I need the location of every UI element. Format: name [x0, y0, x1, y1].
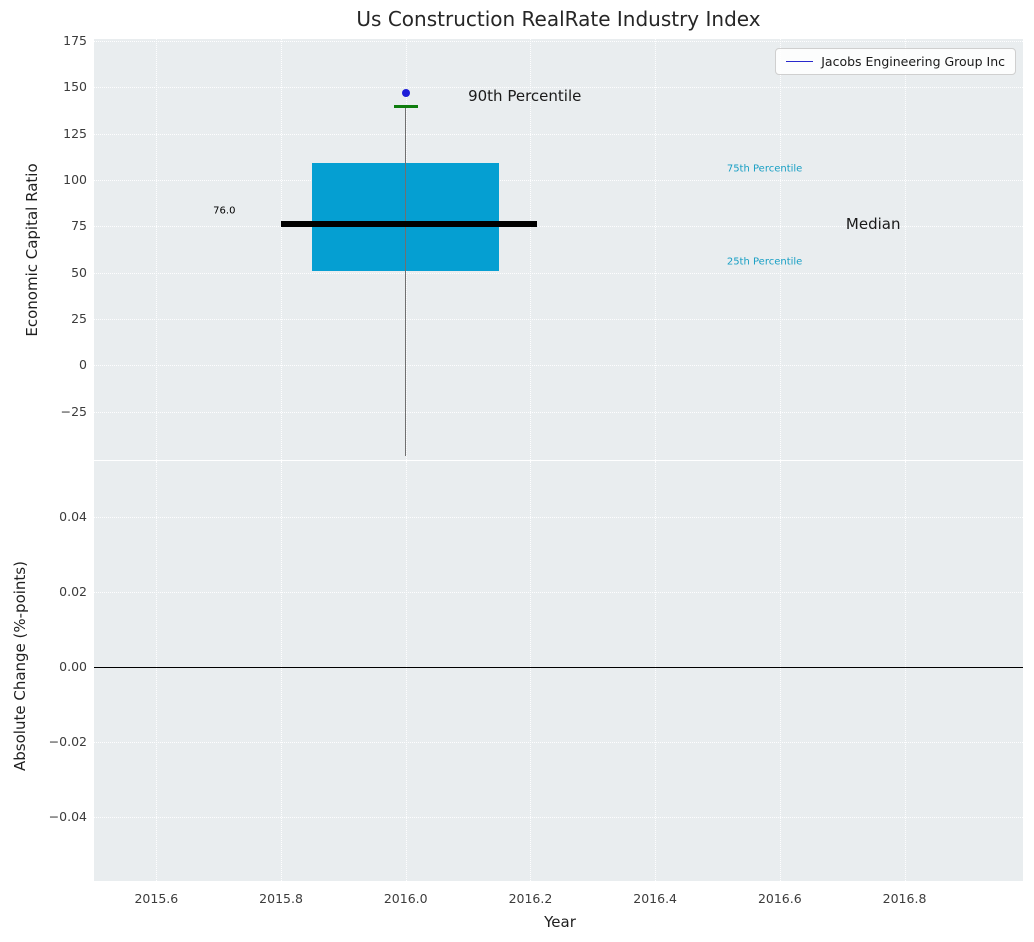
x-tick-label: 2016.8 — [882, 891, 927, 906]
grid-line-horizontal — [94, 592, 1023, 594]
grid-line-horizontal — [94, 742, 1023, 744]
bottom-plot-area — [94, 461, 1023, 881]
box-p90-cap — [393, 104, 418, 108]
grid-line-vertical — [530, 39, 532, 460]
grid-line-vertical — [904, 39, 906, 460]
y-tick-label: −0.04 — [48, 809, 87, 825]
grid-line-horizontal — [94, 40, 1023, 42]
y-tick-label: 0.00 — [59, 659, 87, 675]
grid-line-horizontal — [94, 411, 1023, 413]
y-tick-label: 100 — [63, 171, 87, 187]
grid-line-vertical — [904, 461, 906, 881]
annotation-median: Median — [845, 215, 901, 234]
grid-line-vertical — [156, 461, 158, 881]
x-axis-label: Year — [544, 913, 576, 931]
grid-line-vertical — [779, 461, 781, 881]
y-tick-label: 25 — [71, 311, 87, 327]
y-axis-label-top: Economic Capital Ratio — [23, 163, 41, 337]
grid-line-vertical — [281, 461, 283, 881]
grid-line-horizontal — [94, 272, 1023, 274]
grid-line-vertical — [281, 39, 283, 460]
grid-line-vertical — [655, 39, 657, 460]
grid-line-horizontal — [94, 87, 1023, 89]
grid-line-vertical — [156, 39, 158, 460]
y-tick-label: 75 — [71, 218, 87, 234]
y-tick-label: 125 — [63, 125, 87, 141]
x-tick-label: 2015.6 — [134, 891, 179, 906]
grid-line-horizontal — [94, 179, 1023, 181]
zero-line — [94, 666, 1023, 668]
grid-line-vertical — [530, 461, 532, 881]
grid-line-horizontal — [94, 517, 1023, 519]
y-tick-label: 0.02 — [59, 584, 87, 600]
box-median-line — [281, 221, 537, 228]
legend-label: Jacobs Engineering Group Inc — [821, 54, 1005, 69]
annotation-75th-percentile: 75th Percentile — [726, 163, 803, 175]
grid-line-vertical — [405, 461, 407, 881]
grid-line-horizontal — [94, 226, 1023, 228]
chart-title: Us Construction RealRate Industry Index — [356, 7, 761, 31]
y-axis-label-bottom: Absolute Change (%-points) — [11, 561, 29, 771]
grid-line-horizontal — [94, 365, 1023, 367]
y-tick-label: −0.02 — [48, 734, 87, 750]
top-plot-area: 76.0 90th Percentile 75th Percentile Median… — [94, 39, 1023, 460]
y-tick-label: 0 — [79, 357, 87, 373]
x-tick-label: 2016.6 — [757, 891, 802, 906]
grid-line-vertical — [779, 39, 781, 460]
annotation-90th-percentile: 90th Percentile — [468, 87, 582, 106]
legend: Jacobs Engineering Group Inc — [775, 48, 1016, 75]
box-whisker — [405, 105, 407, 457]
annotation-76-0: 76.0 — [213, 205, 236, 217]
y-tick-label: 0.04 — [59, 509, 87, 525]
y-tick-label: −25 — [60, 403, 87, 419]
grid-line-vertical — [655, 461, 657, 881]
x-tick-label: 2016.0 — [383, 891, 428, 906]
y-tick-label: 50 — [71, 264, 87, 280]
x-tick-label: 2016.2 — [508, 891, 553, 906]
annotation-25th-percentile: 25th Percentile — [726, 256, 803, 268]
x-tick-label: 2016.4 — [633, 891, 678, 906]
y-tick-label: 175 — [63, 32, 87, 48]
series-point — [401, 88, 410, 97]
grid-line-horizontal — [94, 817, 1023, 819]
y-tick-label: 150 — [63, 79, 87, 95]
grid-line-horizontal — [94, 319, 1023, 321]
grid-line-horizontal — [94, 133, 1023, 135]
legend-line-swatch — [786, 61, 814, 62]
x-tick-label: 2015.8 — [259, 891, 303, 906]
